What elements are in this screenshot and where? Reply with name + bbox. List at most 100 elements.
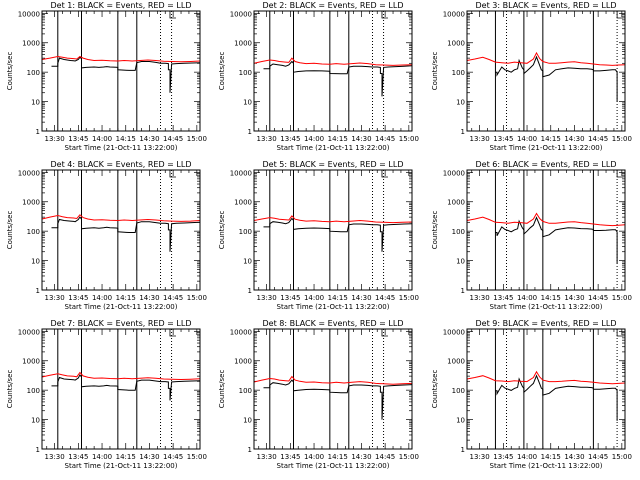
y-tick-label: 1 <box>461 128 465 136</box>
plot-frame <box>466 10 626 132</box>
x-tick-label: 13:45 <box>493 453 513 461</box>
y-tick-label: 1 <box>461 287 465 295</box>
series-lld <box>253 57 413 66</box>
panel-det-3: Det 3: BLACK = Events, RED = LLD 1 10 100 10… <box>431 1 632 152</box>
y-tick-label: 10000 <box>230 10 252 18</box>
x-axis-label: Start Time (21-Oct-11 13:22:00) <box>490 144 603 152</box>
x-tick-label: 14:45 <box>163 294 183 302</box>
y-tick-label: 10 <box>456 99 465 107</box>
y-tick-label: 100 <box>452 69 465 77</box>
y-tick-label: 1 <box>36 128 40 136</box>
y-axis-label: Counts/sec <box>431 211 439 250</box>
panel-title: Det 1: BLACK = Events, RED = LLD <box>51 1 192 10</box>
x-tick-label: 14:45 <box>375 135 395 143</box>
x-tick-label: 13:30 <box>45 294 65 302</box>
x-tick-label: 15:00 <box>187 294 207 302</box>
x-tick-label: 14:00 <box>92 294 112 302</box>
x-tick-label: 14:45 <box>588 294 608 302</box>
x-tick-label: 14:00 <box>92 453 112 461</box>
x-tick-label: 13:30 <box>257 135 277 143</box>
y-tick-label: 10 <box>243 99 252 107</box>
x-axis-label: Start Time (21-Oct-11 13:22:00) <box>277 144 390 152</box>
y-tick-label: 10 <box>456 258 465 266</box>
y-tick-label: 10 <box>243 417 252 425</box>
x-tick-label: 14:45 <box>163 453 183 461</box>
x-tick-label: 15:00 <box>612 294 632 302</box>
y-axis-label: Counts/sec <box>431 52 439 91</box>
x-tick-label: 13:45 <box>68 294 88 302</box>
flag-marker <box>616 170 624 178</box>
x-tick-label: 13:30 <box>45 453 65 461</box>
x-tick-label: 14:30 <box>564 135 584 143</box>
x-tick-label: 14:30 <box>139 294 159 302</box>
plot-frame <box>466 328 626 450</box>
y-tick-label: 1000 <box>22 40 40 48</box>
y-tick-label: 10 <box>31 258 40 266</box>
y-tick-label: 100 <box>452 228 465 236</box>
x-tick-label: 14:15 <box>541 294 561 302</box>
plot-frame <box>41 328 201 450</box>
x-tick-label: 14:30 <box>351 135 371 143</box>
y-tick-label: 10 <box>31 99 40 107</box>
series-events <box>51 56 201 93</box>
panel-det-1: Det 1: BLACK = Events, RED = LLD 1 10 100 10… <box>6 1 207 152</box>
x-tick-label: 15:00 <box>399 135 419 143</box>
y-tick-label: 10 <box>243 258 252 266</box>
x-tick-label: 14:00 <box>304 135 324 143</box>
panel-det-2: Det 2: BLACK = Events, RED = LLD 1 10 100 10… <box>218 1 419 152</box>
y-tick-label: 1 <box>248 446 252 454</box>
y-tick-label: 1 <box>36 446 40 454</box>
flag-marker <box>381 329 388 337</box>
x-tick-label: 14:30 <box>351 294 371 302</box>
x-tick-label: 14:45 <box>163 135 183 143</box>
panel-title: Det 4: BLACK = Events, RED = LLD <box>51 160 192 169</box>
series-events <box>51 216 201 252</box>
y-tick-label: 10000 <box>443 328 465 336</box>
x-tick-label: 13:30 <box>257 294 277 302</box>
x-tick-label: 13:30 <box>470 294 490 302</box>
y-tick-label: 1000 <box>234 40 252 48</box>
series-events <box>495 55 618 102</box>
series-events <box>495 374 618 421</box>
x-tick-label: 14:15 <box>328 294 348 302</box>
x-tick-label: 14:30 <box>564 294 584 302</box>
panel-det-4: Det 4: BLACK = Events, RED = LLD 1 10 100 10… <box>6 160 207 311</box>
y-tick-label: 100 <box>27 387 40 395</box>
x-tick-label: 14:00 <box>304 453 324 461</box>
panel-det-5: Det 5: BLACK = Events, RED = LLD 1 10 100 10… <box>218 160 419 311</box>
panel-title: Det 3: BLACK = Events, RED = LLD <box>476 1 617 10</box>
x-tick-label: 13:45 <box>280 294 300 302</box>
x-axis-label: Start Time (21-Oct-11 13:22:00) <box>277 303 390 311</box>
panel-title: Det 8: BLACK = Events, RED = LLD <box>263 319 404 328</box>
y-tick-label: 10000 <box>18 10 40 18</box>
x-tick-label: 14:15 <box>116 135 136 143</box>
panel-title: Det 7: BLACK = Events, RED = LLD <box>51 319 192 328</box>
y-tick-label: 100 <box>239 387 252 395</box>
y-axis-label: Counts/sec <box>431 370 439 409</box>
y-tick-label: 1 <box>461 446 465 454</box>
y-tick-label: 10000 <box>230 328 252 336</box>
x-axis-label: Start Time (21-Oct-11 13:22:00) <box>65 144 178 152</box>
panel-title: Det 6: BLACK = Events, RED = LLD <box>476 160 617 169</box>
x-tick-label: 14:00 <box>517 453 537 461</box>
x-tick-label: 14:45 <box>588 453 608 461</box>
y-axis-label: Counts/sec <box>6 52 14 91</box>
x-tick-label: 13:45 <box>68 453 88 461</box>
panel-title: Det 9: BLACK = Events, RED = LLD <box>476 319 617 328</box>
x-tick-label: 14:15 <box>116 453 136 461</box>
x-tick-label: 14:15 <box>328 135 348 143</box>
series-lld <box>466 51 626 66</box>
panel-det-6: Det 6: BLACK = Events, RED = LLD 1 10 100 10… <box>431 160 632 311</box>
y-tick-label: 100 <box>27 69 40 77</box>
y-tick-label: 10000 <box>18 328 40 336</box>
x-tick-label: 14:00 <box>92 135 112 143</box>
y-tick-label: 10000 <box>230 169 252 177</box>
x-tick-label: 13:45 <box>68 135 88 143</box>
y-tick-label: 10 <box>31 417 40 425</box>
y-tick-label: 1000 <box>22 358 40 366</box>
y-tick-label: 1000 <box>234 358 252 366</box>
x-tick-label: 15:00 <box>612 135 632 143</box>
y-axis-label: Counts/sec <box>6 370 14 409</box>
x-tick-label: 13:30 <box>45 135 65 143</box>
plot-frame <box>253 328 413 450</box>
